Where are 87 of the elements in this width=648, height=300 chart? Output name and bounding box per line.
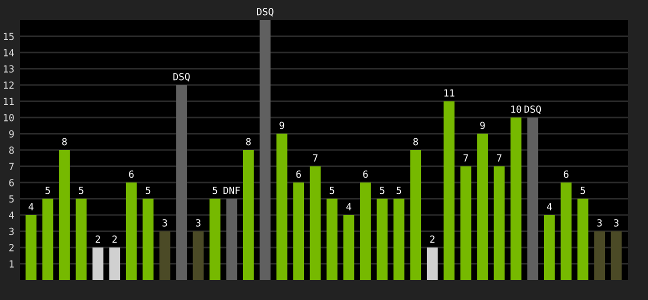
data-label: 4 [546,203,552,210]
bar [577,198,588,280]
bar [527,118,538,280]
bar [242,150,254,280]
data-label: 5 [580,186,585,194]
y-tick-label: 5 [9,195,14,203]
bar [393,198,404,280]
bar [293,182,304,280]
bar [310,166,321,280]
y-tick-label: 8 [9,146,14,154]
data-label: DSQ [173,72,190,82]
y-tick-label: 12 [4,82,14,89]
bar [76,198,87,280]
y-tick-label: 11 [4,98,14,105]
bar [210,198,220,280]
data-label: 4 [346,203,352,210]
data-label: 2 [430,235,434,243]
bar [42,198,54,280]
data-label: 3 [597,219,602,227]
data-label: 9 [280,122,284,130]
bar [510,118,522,280]
data-label: DSQ [257,8,274,16]
bar [192,231,204,280]
bar [26,215,36,280]
data-label: 5 [78,186,84,194]
data-label: 3 [162,219,168,227]
y-tick-label: 1 [10,260,14,268]
bar [594,231,606,280]
bar [92,248,104,280]
y-tick-label: 3 [9,228,14,236]
bar [444,101,455,280]
bar [326,198,338,280]
bar [544,215,555,280]
bar [360,182,371,280]
bar [477,134,488,280]
bar [410,150,422,280]
data-label: DNF [224,186,240,194]
data-label: 3 [196,219,200,227]
data-label: 9 [480,122,485,130]
y-tick-label: 7 [9,162,14,170]
bar [610,231,622,280]
data-label: 11 [444,89,454,96]
data-label: 6 [564,170,568,178]
bar [59,150,70,280]
data-label: 5 [146,186,150,194]
data-label: 3 [614,219,618,227]
data-label: 5 [212,186,218,194]
bar [494,166,505,280]
data-label: 7 [464,154,468,162]
bar [276,134,288,280]
bar [176,85,187,280]
y-tick-label: 15 [4,32,14,40]
bar [126,182,137,280]
y-tick-label: 10 [4,114,14,122]
bar [142,198,154,280]
bar [460,166,472,280]
data-label: 6 [129,170,134,178]
y-tick-label: 9 [9,130,14,138]
data-label: 8 [246,138,251,146]
y-tick-label: 14 [4,49,14,56]
bar [376,198,388,280]
bar [560,182,572,280]
bar [109,248,120,280]
data-label: 2 [96,235,100,243]
y-tick-label: 13 [4,65,14,73]
data-label: 8 [413,138,418,146]
data-label: 8 [62,138,67,146]
data-label: DSQ [524,105,541,114]
bar [343,215,354,280]
y-tick-label: 4 [9,212,14,219]
y-tick-label: 2 [9,244,14,252]
data-label: 5 [330,186,334,194]
data-label: 7 [313,154,318,162]
data-label: 6 [296,170,301,178]
bar [426,248,438,280]
data-label: 6 [363,170,368,178]
data-label: 4 [28,203,34,210]
bar [159,231,170,280]
bar [226,198,238,280]
data-label: 5 [396,186,402,194]
data-label: 5 [46,186,50,194]
bar [260,20,271,280]
data-label: 5 [380,186,384,194]
data-label: 2 [112,235,117,243]
y-tick-label: 6 [9,179,14,186]
data-label: 10 [511,105,522,113]
data-label: 7 [496,154,502,162]
